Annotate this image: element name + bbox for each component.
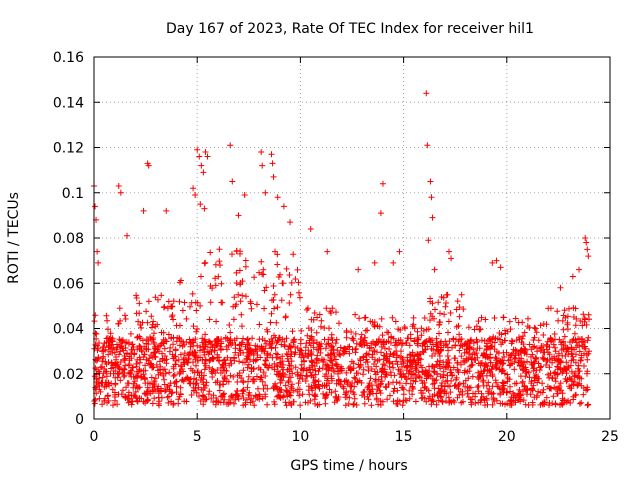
data-point [198,162,205,169]
data-point [197,201,204,208]
data-point [92,203,99,210]
y-tick-label: 0.1 [62,186,84,202]
data-point [201,205,208,212]
data-point [192,192,199,199]
y-tick-label: 0.08 [53,231,84,247]
data-point [576,266,583,273]
x-tick-label: 10 [291,429,309,445]
data-point [241,192,248,199]
data-point [379,180,386,187]
y-tick-label: 0.16 [53,50,84,66]
data-point [124,232,131,239]
x-tick-label: 5 [193,429,202,445]
data-point [270,173,277,180]
data-point [371,259,378,266]
data-point [200,169,207,176]
data-point [355,266,362,273]
data-point [280,203,287,210]
data-point [95,259,102,266]
y-tick-label: 0.06 [53,276,84,292]
y-tick-label: 0.04 [53,322,84,338]
y-axis-label: ROTI / TECUs [6,192,22,284]
data-point [377,210,384,217]
y-tick-label: 0.14 [53,95,84,111]
x-tick-label: 0 [90,429,99,445]
data-point [583,239,590,246]
data-point [202,149,209,156]
data-point [424,142,431,149]
data-point [582,235,589,241]
data-point [287,219,294,226]
x-tick-label: 25 [601,429,619,445]
grid-lines [94,57,610,419]
data-point [194,146,201,153]
x-tick-label: 20 [498,429,516,445]
data-point [585,253,592,260]
data-point [94,248,101,255]
data-point [145,162,152,169]
data-point [117,189,124,196]
data-point [258,149,265,156]
data-point [431,266,438,273]
axis-ticks [93,56,611,420]
data-point [557,284,564,291]
data-point [584,246,591,253]
data-point [324,248,331,255]
data-point [448,255,455,262]
roti-point-cloud [91,246,592,409]
y-tick-label: 0.02 [53,367,84,383]
data-point [429,214,436,221]
data-point [427,178,434,185]
data-points [91,90,592,409]
data-point [115,182,122,189]
data-point [259,162,266,169]
data-point [428,194,435,201]
data-point [307,225,314,232]
y-tick-label: 0 [75,412,84,428]
data-point [204,153,211,160]
dense-point-cloud [91,246,592,409]
data-point [390,259,397,266]
chart-title: Day 167 of 2023, Rate Of TEC Index for r… [166,21,534,37]
data-point [235,212,242,219]
data-point [163,207,170,214]
data-point [425,237,432,244]
data-point [497,264,504,271]
data-point [423,90,430,97]
data-point [269,160,276,167]
y-tick-label: 0.12 [53,141,84,157]
data-point [489,259,496,266]
data-point [569,273,576,280]
x-tick-label: 15 [395,429,413,445]
data-point [274,194,281,201]
data-point [140,207,147,214]
data-point [190,185,197,192]
data-point [196,153,203,160]
data-point [227,142,234,149]
data-point [229,178,236,185]
x-axis-label: GPS time / hours [290,458,407,474]
data-point [446,248,453,255]
data-point [396,248,403,255]
data-point [493,257,500,264]
data-point [262,189,269,196]
tick-labels: 0 5 10 15 20 25 0 0.02 0.04 0.06 0.08 0.1 0.12 0.14 0.… [53,50,619,445]
data-point [268,151,275,158]
